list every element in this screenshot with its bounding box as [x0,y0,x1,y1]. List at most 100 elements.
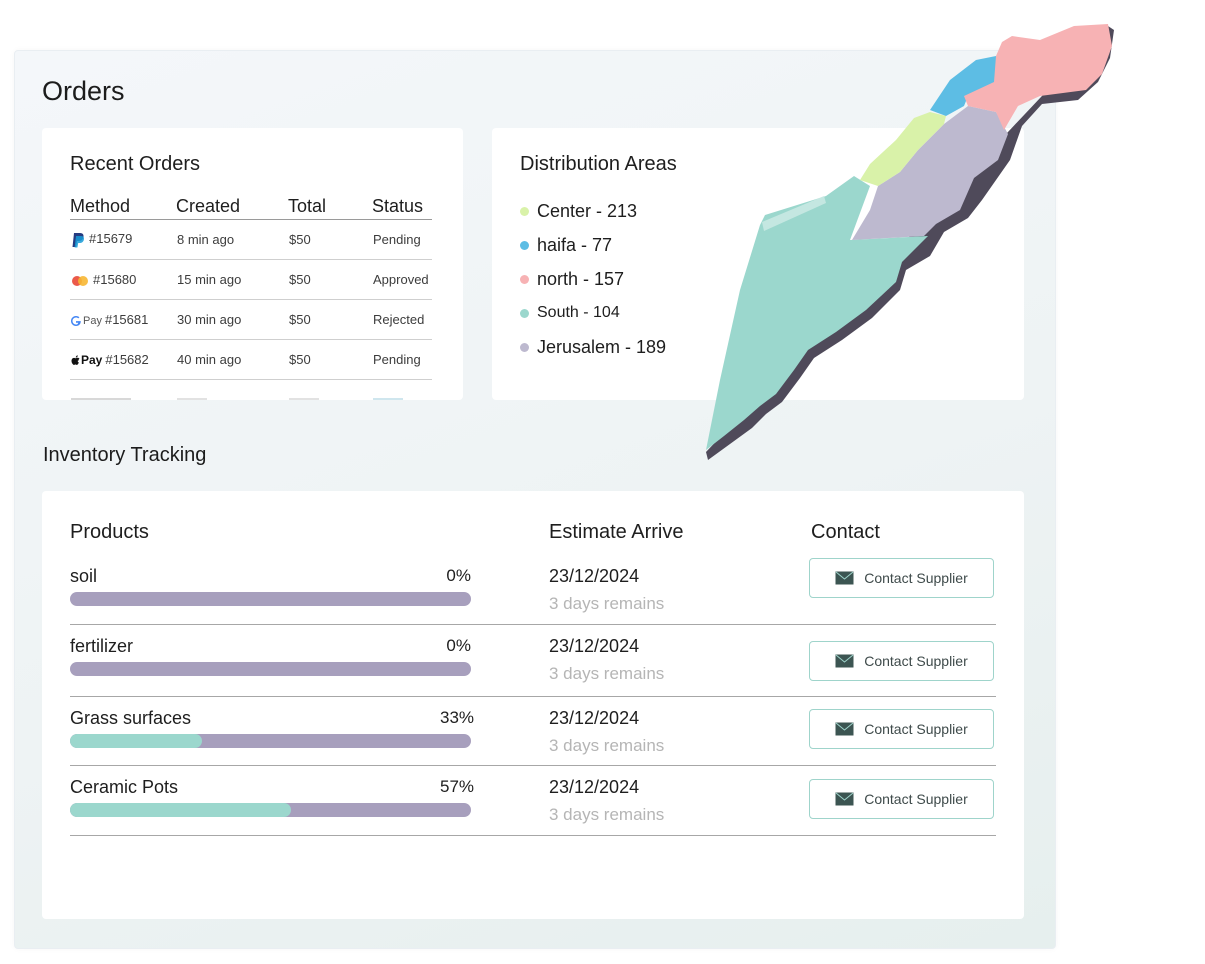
product-name: Ceramic Pots [70,777,179,797]
column-header-status: Status [372,194,432,220]
progress-bar [70,592,471,606]
orders-header-row: Method Created Total Status [70,194,432,220]
apple-pay-icon [71,355,80,365]
button-label: Contact Supplier [864,653,968,669]
legend-dot [520,240,529,250]
days-remaining: 3 days remains [549,664,665,683]
inventory-card: Products Estimate Arrive Contact soil 0%… [42,491,1024,919]
distribution-areas-card: Distribution Areas Center - 213 haifa - … [492,128,1024,400]
order-method: #15679 [70,219,176,260]
product-percent: 0% [446,636,471,655]
contact-supplier-button[interactable]: Contact Supplier [809,558,994,598]
order-method: #15680 [70,259,176,300]
arrive-date: 23/12/2024 [549,708,640,728]
table-row-partial [70,380,432,400]
contact-supplier-button[interactable]: Contact Supplier [809,641,994,681]
days-remaining: 3 days remains [549,805,665,824]
legend-label: north - 157 [537,268,625,289]
distribution-areas-title: Distribution Areas [520,153,677,175]
legend-item-jerusalem: Jerusalem - 189 [520,330,666,364]
table-row[interactable]: #15680 15 min ago $50 Approved [70,259,432,300]
apple-pay-text: Pay [81,353,103,367]
inventory-row-soil: soil 0% 23/12/2024 3 days remains Contac… [70,554,996,625]
legend-label: haifa - 77 [537,234,613,255]
column-header-total: Total [288,194,372,220]
progress-fill [70,803,291,817]
order-method [70,380,176,400]
google-pay-text: Pay [83,315,102,327]
order-created [176,380,288,400]
product-percent: 33% [440,708,475,727]
distribution-legend: Center - 213 haifa - 77 north - 157 Sout… [520,194,666,364]
order-created: 30 min ago [176,299,288,340]
order-id: #15682 [105,352,149,367]
legend-item-south: South - 104 [520,296,666,330]
legend-label: Jerusalem - 189 [537,336,667,357]
order-status: Approved [372,259,432,300]
legend-item-center: Center - 213 [520,194,666,228]
progress-bar [70,803,471,817]
product-name: Grass surfaces [70,708,192,728]
button-label: Contact Supplier [864,570,968,586]
button-label: Contact Supplier [864,721,968,737]
order-total [288,380,372,400]
legend-dot [520,274,529,284]
legend-label: Center - 213 [537,200,638,221]
inventory-row-fertilizer: fertilizer 0% 23/12/2024 3 days remains … [70,624,996,697]
legend-item-haifa: haifa - 77 [520,228,666,262]
arrive-date: 23/12/2024 [549,566,640,586]
order-total: $50 [288,259,372,300]
order-id: #15679 [89,231,133,247]
mastercard-icon [72,275,88,286]
button-label: Contact Supplier [864,791,968,807]
legend-item-north: north - 157 [520,262,666,296]
recent-orders-title: Recent Orders [70,153,201,175]
legend-dot [520,308,529,318]
contact-supplier-button[interactable]: Contact Supplier [809,709,994,749]
recent-orders-card: Recent Orders Method Created Total Statu… [42,128,463,400]
order-total: $50 [288,299,372,340]
order-id: #15680 [93,272,137,287]
order-created: 8 min ago [176,219,288,260]
order-method: Pay #15681 [70,299,176,340]
column-header-method: Method [70,194,176,220]
google-pay-icon [71,315,81,326]
inventory-row-ceramic-pots: Ceramic Pots 57% 23/12/2024 3 days remai… [70,765,996,836]
page-title: Orders [42,76,125,106]
days-remaining: 3 days remains [549,736,665,755]
inventory-title: Inventory Tracking [43,444,207,466]
header-estimate-arrive: Estimate Arrive [549,521,684,543]
legend-dot [520,206,529,216]
inventory-row-grass-surfaces: Grass surfaces 33% 23/12/2024 3 days rem… [70,696,996,766]
order-status: Pending [372,339,432,380]
progress-bar [70,662,471,676]
progress-bar [70,734,471,748]
product-percent: 0% [446,566,471,585]
mail-icon [835,571,854,585]
table-row[interactable]: #15679 8 min ago $50 Pending [70,219,432,260]
progress-fill [70,734,203,748]
arrive-date: 23/12/2024 [549,777,640,797]
legend-dot [520,342,529,352]
mail-icon [835,792,854,806]
table-row[interactable]: Pay #15681 30 min ago $50 Rejected [70,299,432,340]
product-name: fertilizer [70,636,134,656]
order-total: $50 [288,339,372,380]
paypal-icon [72,232,85,248]
mail-icon [835,654,854,668]
order-method: Pay #15682 [70,339,176,380]
column-header-created: Created [176,194,288,220]
legend-label: South - 104 [537,304,620,321]
contact-supplier-button[interactable]: Contact Supplier [809,779,994,819]
order-status [372,380,432,400]
order-id: #15681 [104,312,149,327]
order-created: 40 min ago [176,339,288,380]
header-products: Products [70,521,149,543]
header-contact: Contact [811,521,880,543]
table-row[interactable]: Pay #15682 40 min ago $50 Pending [70,339,432,380]
product-name: soil [70,566,98,586]
product-percent: 57% [440,777,475,796]
order-created: 15 min ago [176,259,288,300]
order-status: Pending [372,219,432,260]
orders-table: Method Created Total Status #15679 8 min… [70,194,432,400]
